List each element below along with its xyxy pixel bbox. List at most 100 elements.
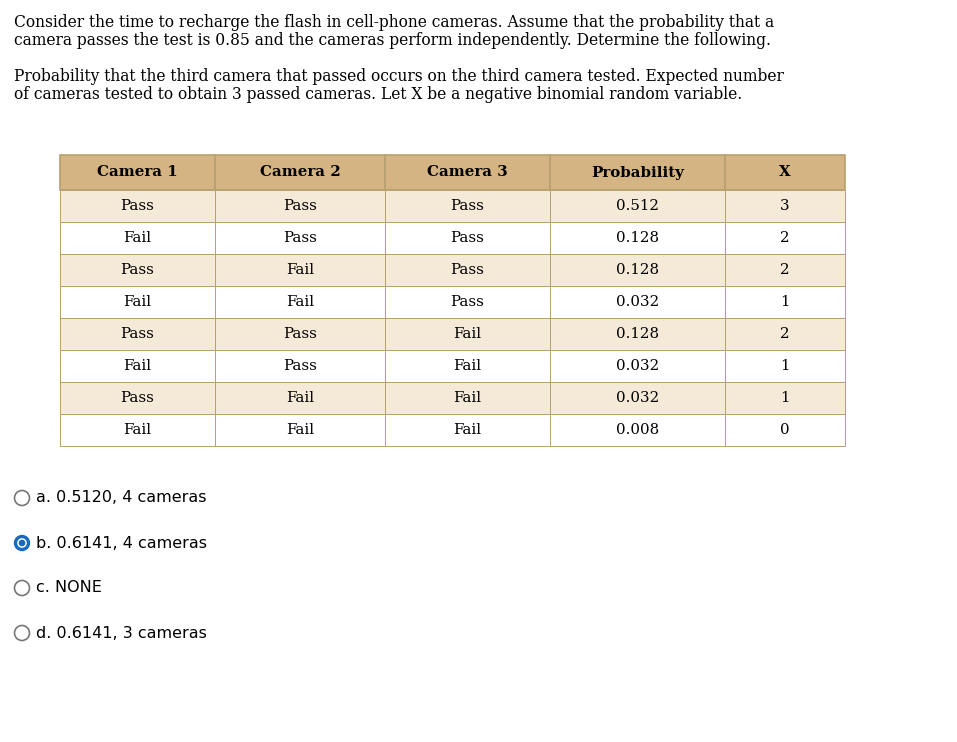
Text: Fail: Fail [286, 391, 314, 405]
Bar [725, 350, 845, 382]
Bar [215, 286, 385, 318]
Bar [550, 414, 725, 446]
Bar [215, 382, 385, 414]
Bar [725, 382, 845, 414]
Bar [215, 318, 385, 350]
Bar [385, 318, 550, 350]
Text: 0.032: 0.032 [616, 359, 659, 373]
Circle shape [19, 540, 25, 545]
Text: 1: 1 [780, 295, 790, 309]
Bar [725, 155, 845, 190]
Bar [550, 190, 725, 222]
Text: Pass: Pass [451, 199, 484, 213]
Bar [725, 318, 845, 350]
Text: of cameras tested to obtain 3 passed cameras. Let X be a negative binomial rando: of cameras tested to obtain 3 passed cam… [14, 86, 743, 103]
Text: 3: 3 [780, 199, 790, 213]
Text: Consider the time to recharge the flash in cell-phone cameras. Assume that the p: Consider the time to recharge the flash … [14, 14, 774, 31]
Text: Fail: Fail [123, 423, 151, 437]
Text: 0.032: 0.032 [616, 295, 659, 309]
Text: 1: 1 [780, 359, 790, 373]
Bar [215, 222, 385, 254]
Text: camera passes the test is 0.85 and the cameras perform independently. Determine : camera passes the test is 0.85 and the c… [14, 32, 771, 49]
Text: Fail: Fail [286, 423, 314, 437]
Bar [60, 286, 215, 318]
Text: X: X [779, 165, 790, 180]
Text: Pass: Pass [121, 327, 154, 341]
Bar [725, 190, 845, 222]
Bar [385, 382, 550, 414]
Bar [385, 190, 550, 222]
Bar [385, 350, 550, 382]
Bar [215, 414, 385, 446]
Text: d. 0.6141, 3 cameras: d. 0.6141, 3 cameras [35, 626, 207, 640]
Bar [385, 286, 550, 318]
Text: Camera 2: Camera 2 [259, 165, 341, 180]
Bar [385, 222, 550, 254]
Bar [385, 414, 550, 446]
Text: Pass: Pass [283, 327, 317, 341]
Bar [550, 254, 725, 286]
Text: 0.008: 0.008 [616, 423, 659, 437]
Bar [60, 414, 215, 446]
Text: Fail: Fail [454, 423, 481, 437]
Bar [60, 190, 215, 222]
Bar [60, 350, 215, 382]
Text: Pass: Pass [121, 391, 154, 405]
Text: Probability that the third camera that passed occurs on the third camera tested.: Probability that the third camera that p… [14, 68, 784, 85]
Bar [60, 318, 215, 350]
Text: 2: 2 [780, 327, 790, 341]
Circle shape [18, 539, 26, 547]
Bar [550, 286, 725, 318]
Bar [60, 382, 215, 414]
Text: Pass: Pass [451, 295, 484, 309]
Text: b. 0.6141, 4 cameras: b. 0.6141, 4 cameras [35, 536, 207, 551]
Text: a. 0.5120, 4 cameras: a. 0.5120, 4 cameras [35, 490, 206, 505]
Text: 0: 0 [780, 423, 790, 437]
Bar [550, 350, 725, 382]
Text: Fail: Fail [454, 359, 481, 373]
Text: 0.032: 0.032 [616, 391, 659, 405]
Bar [550, 318, 725, 350]
Text: Pass: Pass [451, 263, 484, 277]
Text: 2: 2 [780, 263, 790, 277]
Bar [215, 254, 385, 286]
Text: Pass: Pass [121, 263, 154, 277]
Bar [385, 254, 550, 286]
Text: Fail: Fail [123, 231, 151, 245]
Text: Fail: Fail [123, 295, 151, 309]
Bar [725, 286, 845, 318]
Text: 0.128: 0.128 [616, 263, 659, 277]
Bar [60, 222, 215, 254]
Bar [385, 155, 550, 190]
Text: 2: 2 [780, 231, 790, 245]
Text: 0.128: 0.128 [616, 327, 659, 341]
Text: 0.128: 0.128 [616, 231, 659, 245]
Bar [725, 254, 845, 286]
Text: Fail: Fail [286, 295, 314, 309]
Text: 0.512: 0.512 [616, 199, 659, 213]
Bar [550, 382, 725, 414]
Text: 1: 1 [780, 391, 790, 405]
Bar [725, 414, 845, 446]
Text: Probability: Probability [591, 165, 684, 180]
Text: c. NONE: c. NONE [35, 580, 101, 596]
Bar [215, 350, 385, 382]
Text: Pass: Pass [451, 231, 484, 245]
Text: Camera 3: Camera 3 [427, 165, 508, 180]
Bar [60, 155, 215, 190]
Bar [215, 155, 385, 190]
Bar [725, 222, 845, 254]
Text: Pass: Pass [283, 359, 317, 373]
Bar [215, 190, 385, 222]
Text: Fail: Fail [286, 263, 314, 277]
Bar [60, 254, 215, 286]
Text: Pass: Pass [283, 231, 317, 245]
Text: Fail: Fail [123, 359, 151, 373]
Bar [550, 155, 725, 190]
Text: Pass: Pass [121, 199, 154, 213]
Text: Fail: Fail [454, 327, 481, 341]
Text: Camera 1: Camera 1 [98, 165, 178, 180]
Text: Pass: Pass [283, 199, 317, 213]
Text: Fail: Fail [454, 391, 481, 405]
Bar [550, 222, 725, 254]
